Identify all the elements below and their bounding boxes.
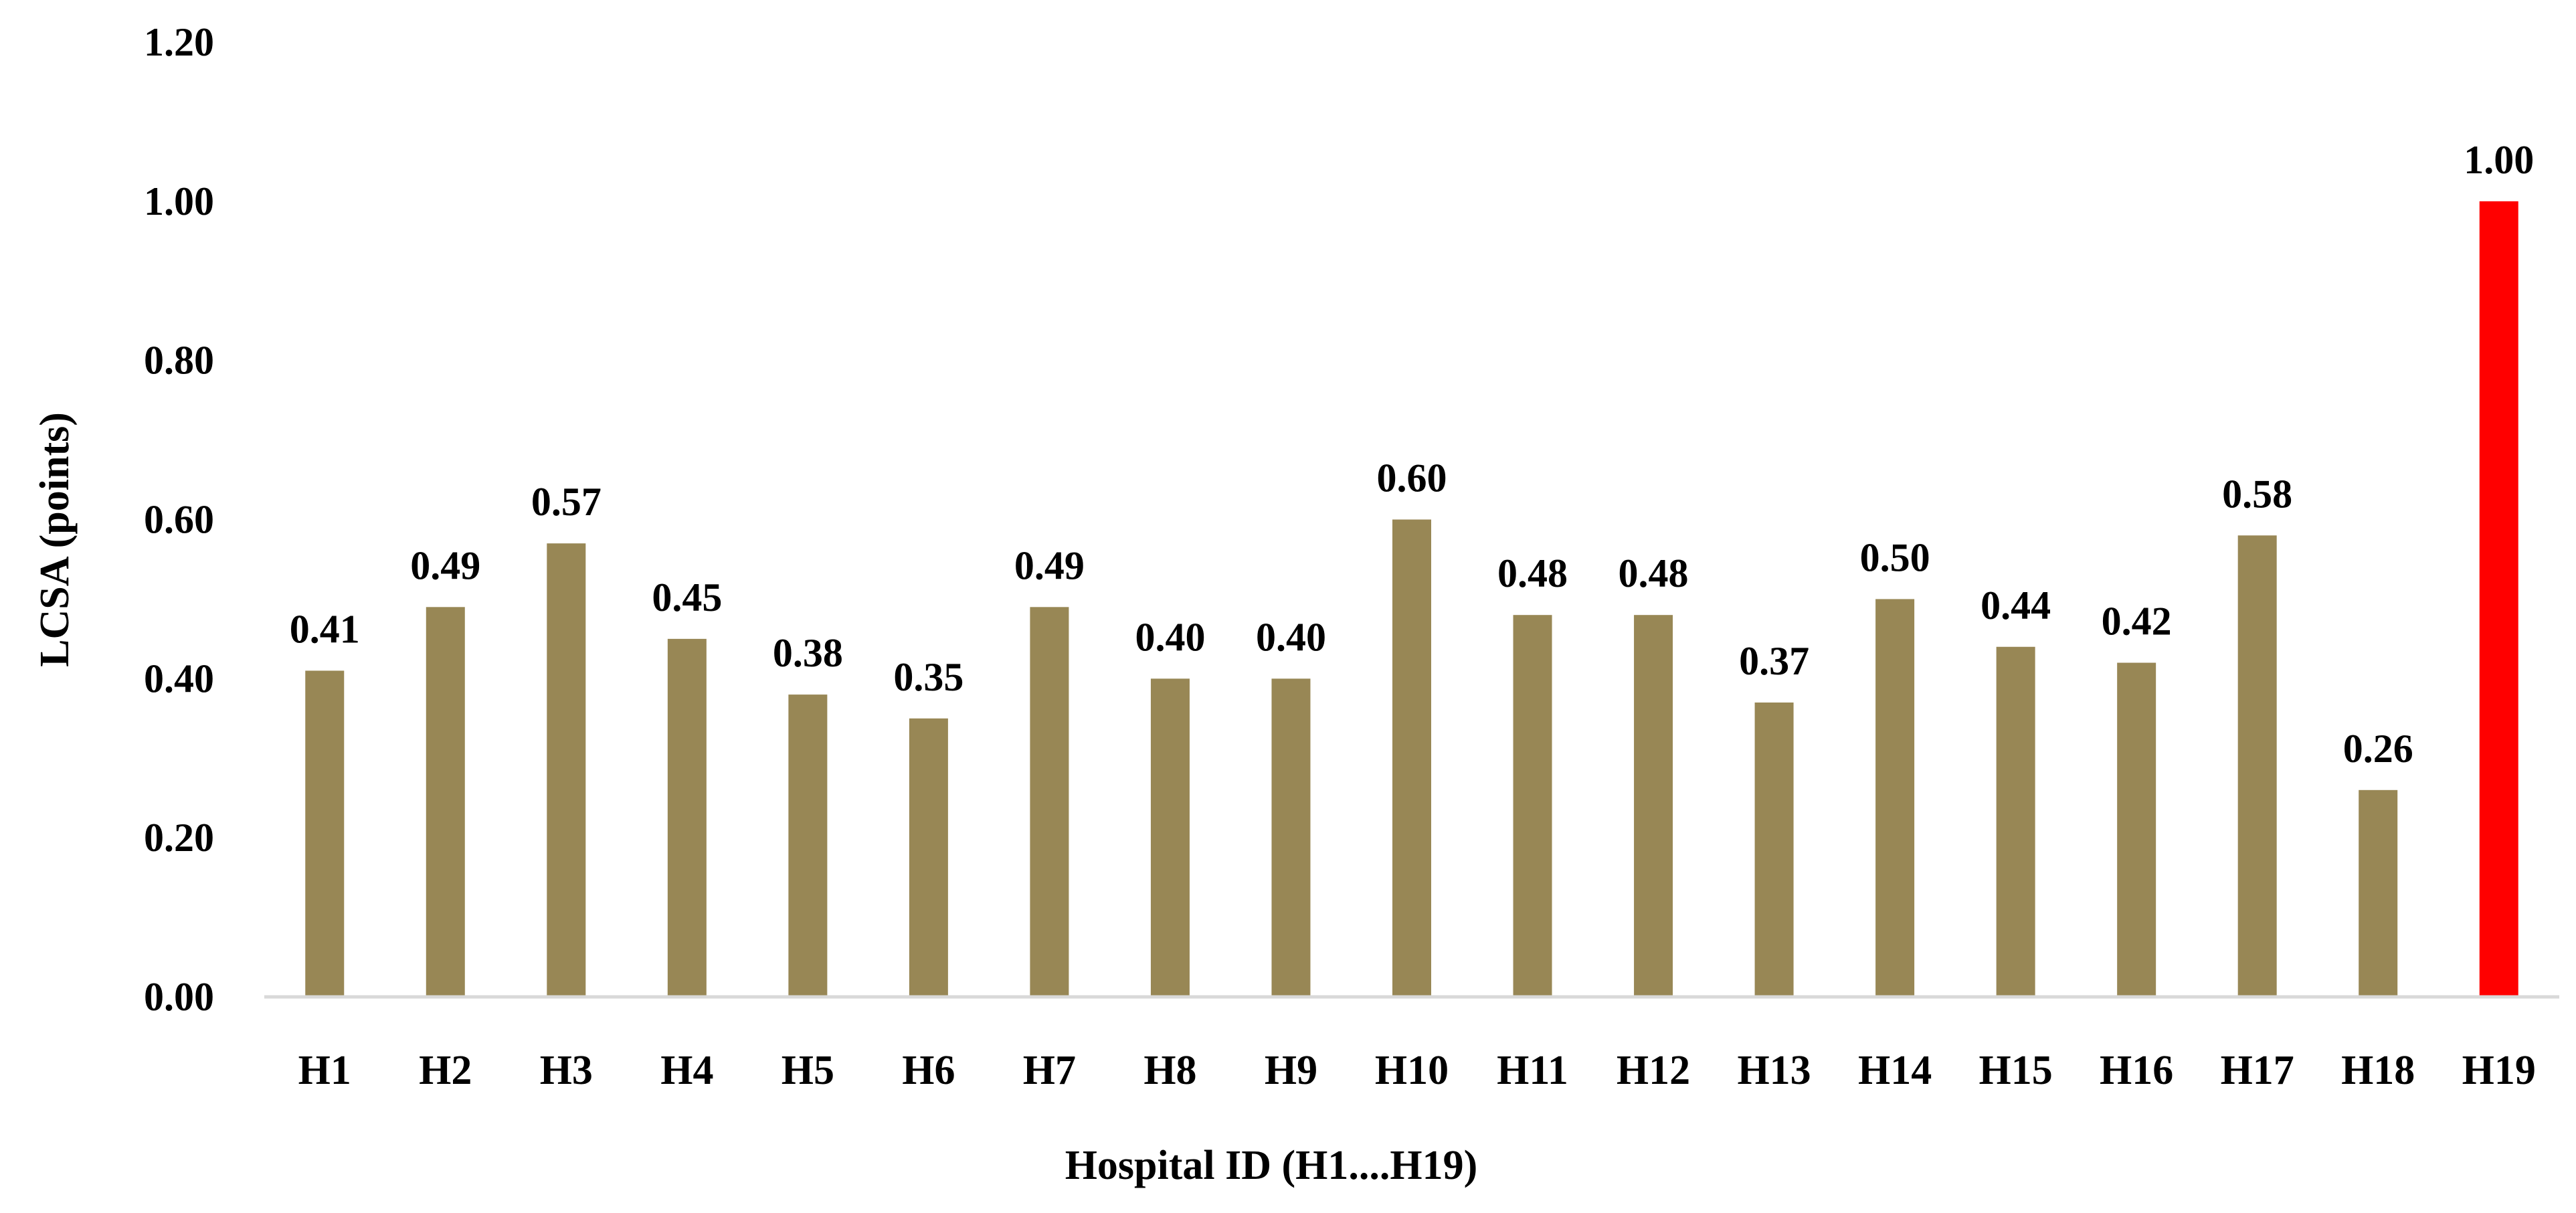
y-tick-label: 0.60 (144, 498, 214, 542)
x-tick-label-h14: H14 (1858, 1048, 1932, 1093)
data-label-h8: 0.40 (1135, 615, 1205, 659)
data-label-h18: 0.26 (2343, 727, 2413, 771)
y-tick-label: 1.00 (144, 179, 214, 223)
bar-h1 (305, 670, 345, 997)
bar-h6 (909, 718, 948, 997)
bar-h16 (2117, 662, 2156, 997)
bar-h15 (1996, 646, 2035, 997)
data-label-h13: 0.37 (1739, 639, 1809, 683)
data-label-h1: 0.41 (290, 607, 360, 651)
bar-h10 (1392, 519, 1431, 997)
data-labels: 0.41 0.49 0.57 0.45 0.38 0.35 0.49 0.40 0.40 0.60… (290, 138, 2534, 771)
bar-h13 (1754, 703, 1794, 997)
bar-h19 (2479, 201, 2518, 997)
data-label-h7: 0.49 (1014, 543, 1085, 587)
x-tick-label-h16: H16 (2100, 1048, 2173, 1093)
y-axis-title: LCSA (points) (32, 412, 78, 667)
x-tick-label-h19: H19 (2462, 1048, 2536, 1093)
data-label-h14: 0.50 (1860, 535, 1930, 579)
x-axis-title: Hospital ID (H1....H19) (1065, 1143, 1478, 1188)
x-tick-label-h1: H1 (298, 1048, 351, 1093)
data-label-h6: 0.35 (893, 655, 963, 699)
data-label-h15: 0.44 (1981, 583, 2051, 628)
y-tick-label: 0.80 (144, 339, 214, 383)
y-axis-ticks: 0.00 0.20 0.40 0.60 0.80 1.00 1.20 (144, 20, 214, 1019)
data-label-h19: 1.00 (2464, 138, 2534, 182)
data-label-h17: 0.58 (2222, 472, 2292, 516)
data-label-h12: 0.48 (1619, 551, 1689, 595)
x-axis-categories: H1 H2 H3 H4 H5 H6 H7 H8 H9 H10 H11 H12 H13 H14 H15 H16 H… (298, 1048, 2536, 1093)
bar-h8 (1150, 678, 1190, 997)
bar-h9 (1271, 678, 1311, 997)
y-tick-label: 0.40 (144, 656, 214, 701)
x-tick-label-h8: H8 (1143, 1048, 1196, 1093)
x-tick-label-h4: H4 (660, 1048, 713, 1093)
bar-h4 (667, 638, 707, 997)
bar-h14 (1875, 599, 1915, 997)
data-label-h10: 0.60 (1377, 456, 1447, 500)
y-tick-label: 0.20 (144, 816, 214, 860)
x-tick-label-h7: H7 (1023, 1048, 1076, 1093)
data-label-h11: 0.48 (1497, 551, 1568, 595)
x-tick-label-h2: H2 (419, 1048, 472, 1093)
bar-h7 (1030, 607, 1069, 997)
bar-h2 (426, 607, 465, 997)
x-tick-label-h10: H10 (1375, 1048, 1449, 1093)
x-tick-label-h13: H13 (1737, 1048, 1811, 1093)
bar-h5 (788, 694, 828, 997)
x-tick-label-h15: H15 (1979, 1048, 2053, 1093)
data-label-h2: 0.49 (410, 543, 480, 587)
x-tick-label-h18: H18 (2341, 1048, 2415, 1093)
y-tick-label: 0.00 (144, 975, 214, 1019)
y-tick-label: 1.20 (144, 20, 214, 64)
data-label-h4: 0.45 (652, 575, 722, 620)
x-tick-label-h11: H11 (1497, 1048, 1568, 1093)
bars (305, 201, 2518, 997)
data-label-h3: 0.57 (531, 480, 602, 524)
bar-h3 (547, 543, 586, 997)
bar-h11 (1513, 615, 1552, 997)
x-tick-label-h3: H3 (540, 1048, 593, 1093)
x-tick-label-h17: H17 (2221, 1048, 2294, 1093)
bar-h12 (1634, 615, 1673, 997)
x-tick-label-h12: H12 (1617, 1048, 1690, 1093)
x-tick-label-h6: H6 (902, 1048, 955, 1093)
bar-h17 (2237, 535, 2277, 997)
data-label-h9: 0.40 (1256, 615, 1326, 659)
x-tick-label-h5: H5 (781, 1048, 834, 1093)
data-label-h16: 0.42 (2102, 599, 2172, 644)
data-label-h5: 0.38 (773, 631, 843, 675)
bar-h18 (2359, 789, 2398, 997)
x-tick-label-h9: H9 (1265, 1048, 1317, 1093)
